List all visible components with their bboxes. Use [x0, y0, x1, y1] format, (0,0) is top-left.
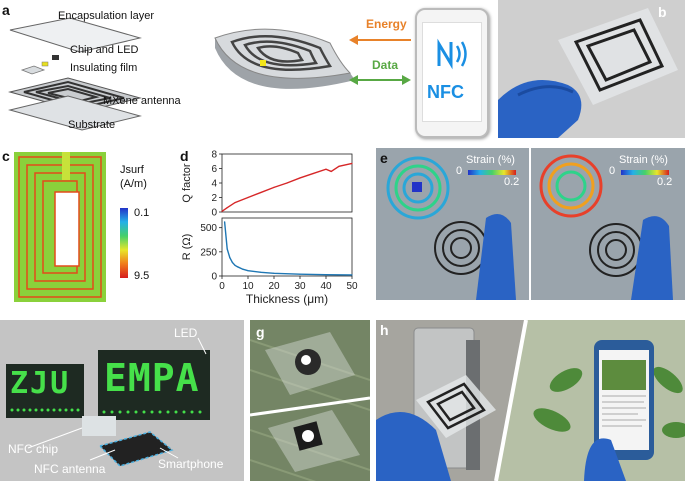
data-point-1	[226, 248, 228, 250]
bent-nfc-device	[214, 28, 355, 89]
data-point-1	[231, 261, 233, 264]
nfc-text: NFC	[427, 82, 464, 102]
data-point-1	[224, 221, 226, 223]
data-point-0	[226, 207, 228, 209]
panel-label-d: d	[180, 148, 189, 164]
panel-label-c: c	[2, 148, 10, 164]
label-mxene-antenna: MXene antenna	[103, 95, 181, 107]
panel-g-photo: g	[250, 320, 370, 481]
panel-e-right-photo: Strain (%) 0 0.2	[531, 148, 685, 300]
strain-colorbar-right	[621, 170, 669, 175]
data-point-0	[330, 170, 332, 172]
x-tick-label: 30	[294, 281, 306, 292]
panel-a-exploded-diagram	[8, 17, 142, 131]
strain-label-right: Strain (%)	[619, 154, 668, 166]
panel-label-g: g	[256, 324, 265, 340]
label-nfc-chip: NFC chip	[8, 442, 59, 456]
data-point-1	[237, 266, 239, 268]
jsurf-colorbar	[120, 208, 128, 278]
strain-min-right: 0	[609, 165, 616, 177]
label-encapsulation-layer: Encapsulation layer	[58, 10, 155, 22]
data-point-1	[229, 257, 231, 259]
data-point-0	[286, 182, 288, 184]
y-tick-label-0: 4	[211, 179, 217, 190]
data-point-1	[247, 270, 249, 272]
data-point-1	[273, 272, 275, 274]
data-point-1	[260, 271, 262, 273]
panel-label-a: a	[2, 2, 10, 18]
data-point-0	[299, 177, 301, 179]
plot-frame-1	[221, 217, 353, 277]
jsurf-unit: (A/m)	[120, 178, 147, 190]
panel-label-h: h	[380, 322, 389, 338]
series-line-1	[223, 221, 353, 276]
x-tick-label: 50	[346, 281, 358, 292]
strain-label-left: Strain (%)	[466, 154, 515, 166]
led-sign-zju: ZJU	[10, 366, 71, 401]
data-point-0	[221, 210, 223, 212]
data-point-0	[234, 201, 236, 204]
colorbar-max-label: 0.1	[134, 207, 150, 219]
x-tick-label: 0	[219, 281, 225, 292]
label-nfc-antenna: NFC antenna	[34, 462, 106, 476]
panel-h-photo: h	[376, 320, 685, 481]
colorbar-min-label: 9.5	[134, 270, 150, 282]
y-tick-label-0: 2	[211, 193, 217, 204]
data-point-0	[312, 172, 314, 175]
y-axis-label-0: Q factor	[181, 163, 193, 202]
y-tick-label-1: 500	[200, 223, 217, 234]
label-insulating-film: Insulating film	[70, 62, 138, 74]
x-axis-label: Thickness (μm)	[246, 292, 328, 306]
data-point-1	[299, 273, 301, 275]
panel-c-current-density-map	[14, 152, 106, 302]
label-substrate: Substrate	[68, 119, 116, 131]
label-chip-and-led: Chip and LED	[70, 44, 139, 56]
data-point-1	[351, 274, 353, 276]
data-point-0	[247, 196, 249, 199]
panel-e-left-photo: e Strain (%) 0 0.2	[376, 148, 529, 300]
data-point-1	[325, 274, 327, 276]
panel-label-b: b	[658, 4, 667, 20]
x-tick-label: 10	[242, 281, 254, 292]
energy-label: Energy	[366, 17, 407, 31]
led-sign-empa: EMPA	[104, 356, 200, 400]
series-line-0	[221, 162, 353, 212]
data-point-1	[242, 268, 244, 270]
y-axis-label-1: R (Ω)	[181, 234, 193, 261]
panel-label-e: e	[380, 150, 388, 166]
data-point-0	[273, 186, 275, 188]
smartphone-illustration: NFC	[415, 8, 489, 138]
y-tick-label-0: 6	[211, 164, 217, 175]
strain-max-left: 0.2	[504, 176, 520, 188]
data-label: Data	[372, 58, 399, 72]
data-point-0	[351, 162, 353, 165]
energy-data-arrows	[349, 35, 411, 85]
panel-b-photo: b	[498, 0, 685, 138]
nfc-icon	[437, 38, 467, 70]
y-tick-label-1: 250	[200, 247, 217, 258]
x-tick-label: 20	[268, 281, 280, 292]
data-point-0	[260, 191, 262, 194]
panel-f-photo: ZJU EMPA LED NFC chip NFC antenna Smartp…	[0, 320, 244, 481]
data-point-0	[325, 168, 327, 170]
y-tick-label-0: 0	[211, 208, 217, 219]
strain-min-left: 0	[456, 165, 463, 177]
strain-colorbar-left	[468, 170, 516, 175]
data-point-0	[338, 165, 340, 167]
label-smartphone: Smartphone	[158, 457, 224, 471]
panel-d-charts: 0 2 4 6 8 Q factor 0 250 500 R (Ω) 0 10 20 30 40 50 Thic…	[181, 150, 358, 307]
strain-max-right: 0.2	[657, 176, 673, 188]
jsurf-title: Jsurf	[120, 164, 144, 176]
y-tick-label-0: 8	[211, 150, 217, 161]
y-tick-label-1: 0	[211, 272, 217, 283]
label-led: LED	[174, 326, 198, 340]
x-tick-label: 40	[320, 281, 332, 292]
data-point-1	[234, 264, 236, 266]
